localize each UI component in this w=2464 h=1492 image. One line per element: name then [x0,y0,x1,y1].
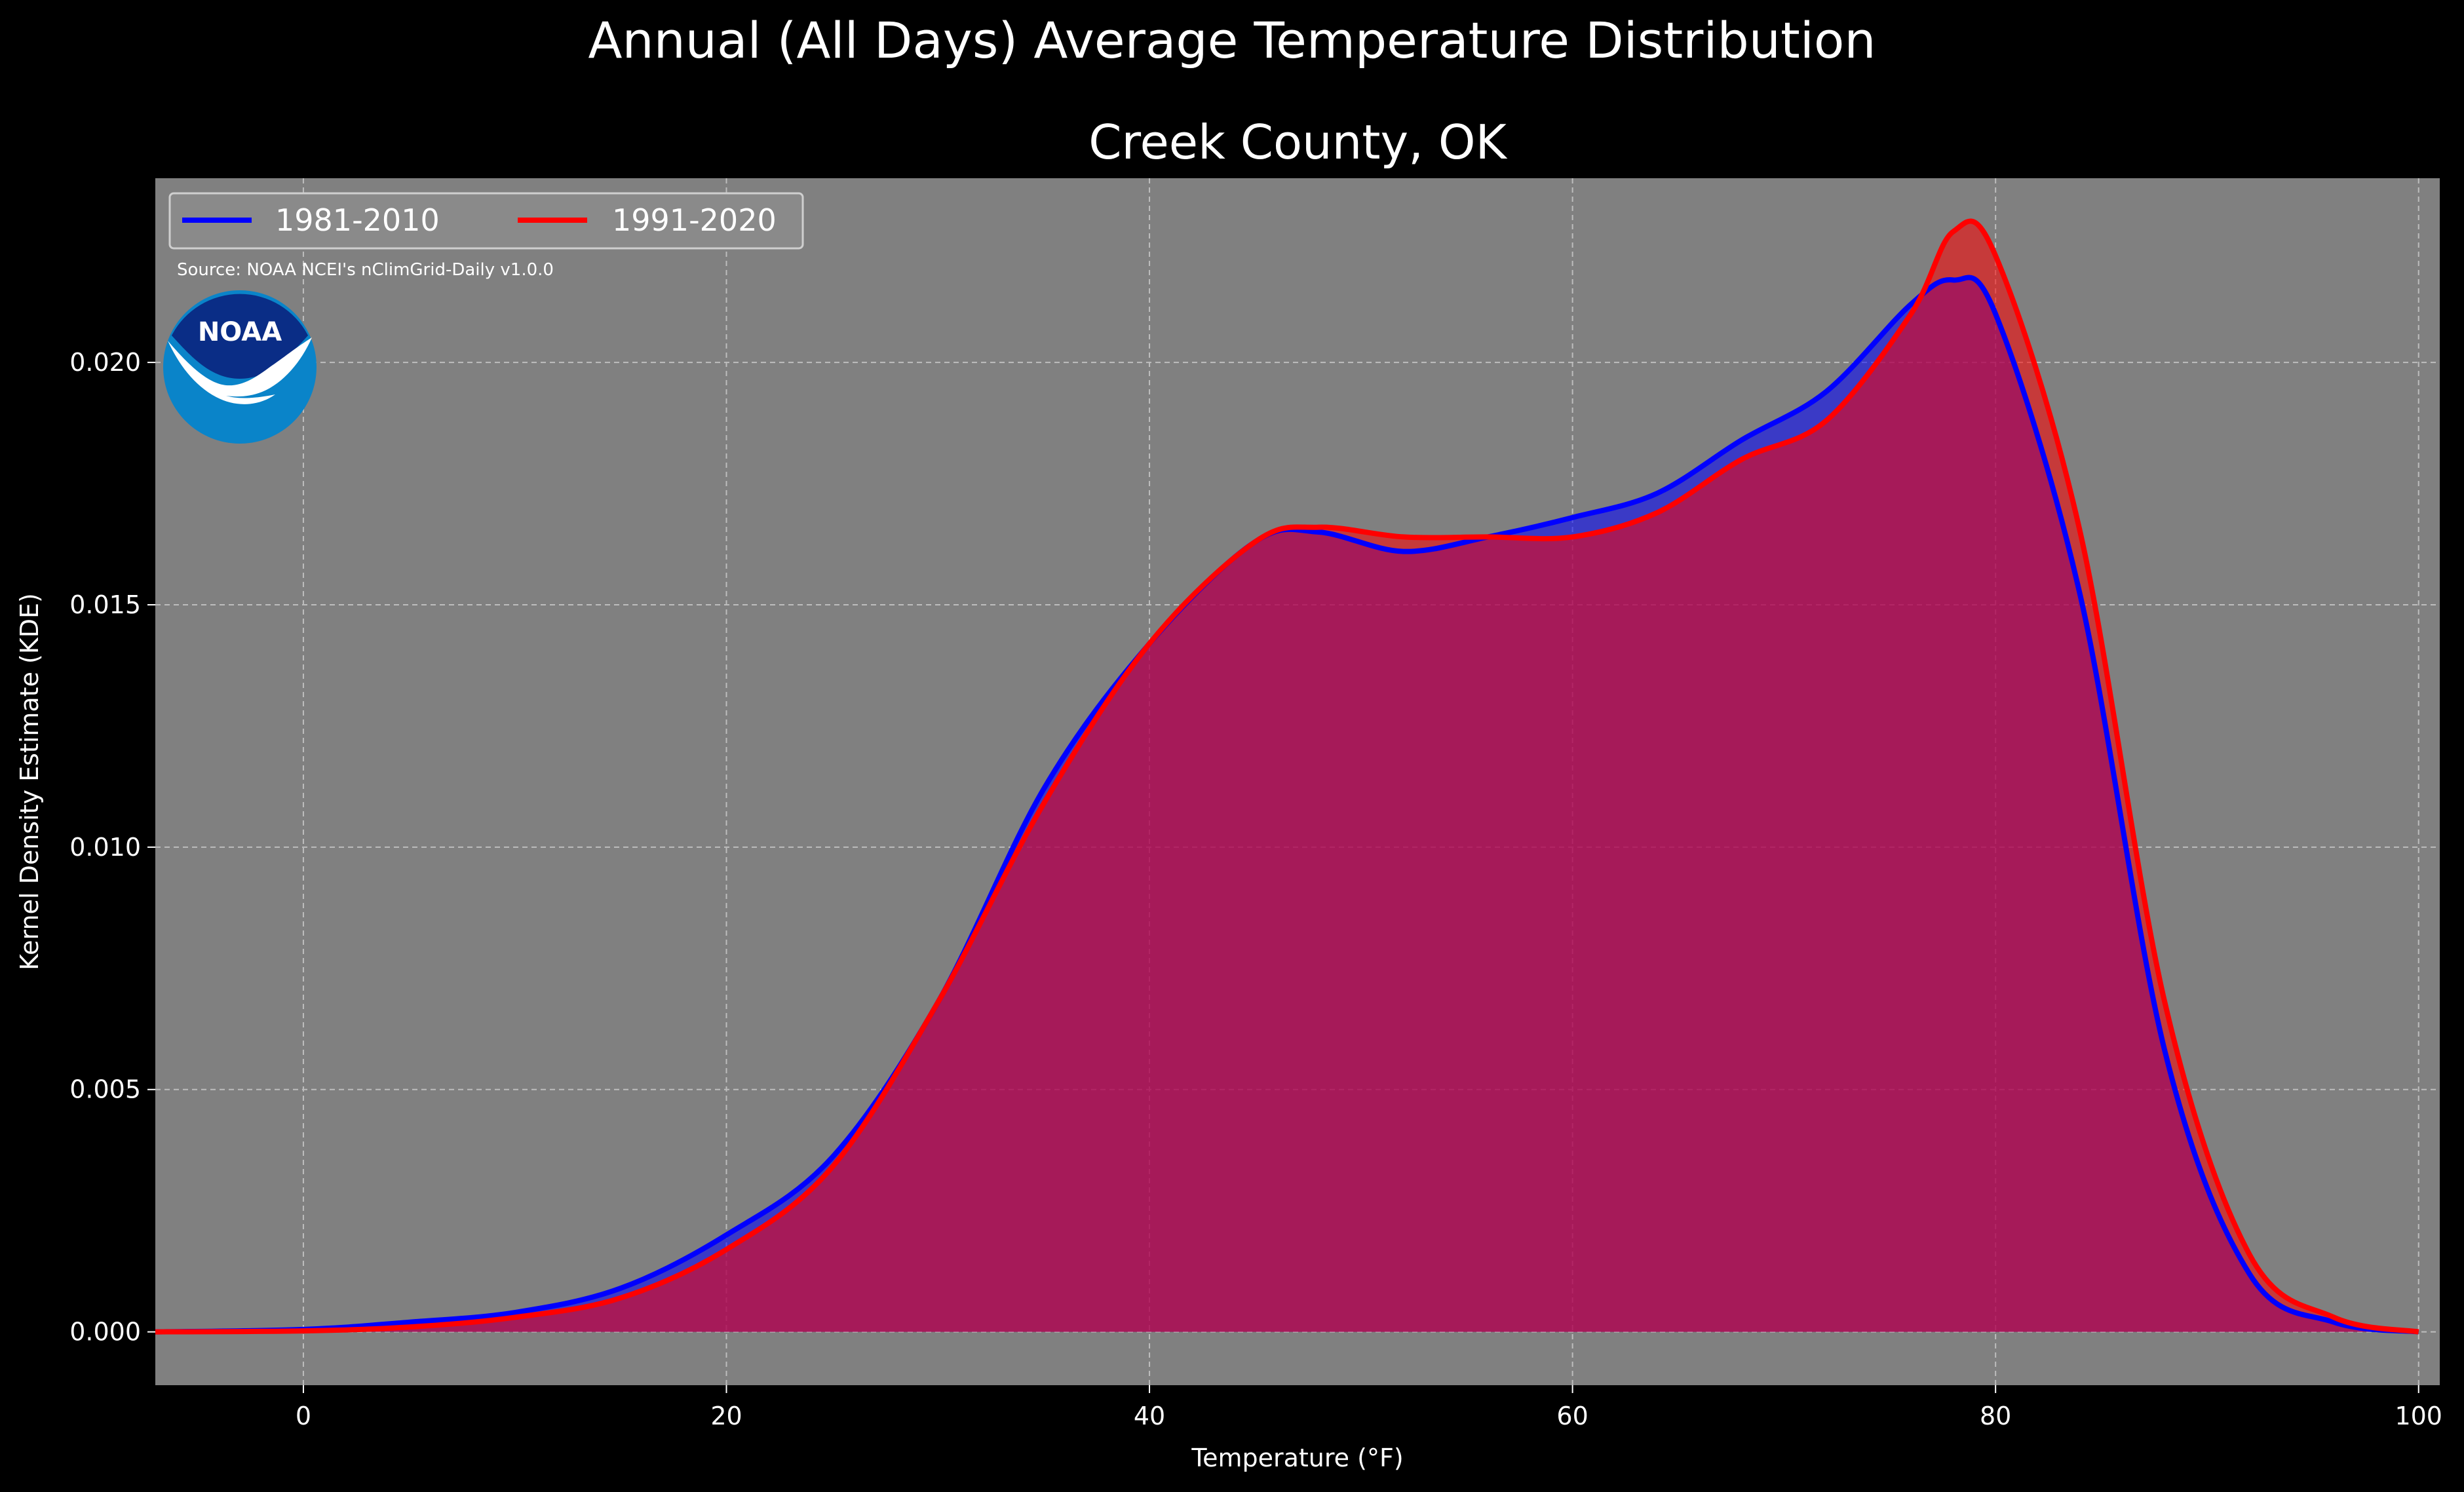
chart-subtitle: Creek County, OK [1088,115,1507,170]
legend-label-1991-2020: 1991-2020 [612,202,777,238]
x-tick-label: 100 [2395,1402,2442,1430]
noaa-logo-bird [168,337,312,404]
axis-ticks: 0 20 40 60 80 100 0.000 0.005 0.010 0.015 0.020 [69,348,2442,1430]
x-tick-label: 40 [1134,1402,1165,1430]
x-tick-label: 80 [1980,1402,2011,1430]
x-tick-label: 20 [710,1402,742,1430]
series-areas [155,221,2419,1332]
y-axis-label: Kernel Density Estimate (KDE) [15,593,44,970]
series-lines [155,218,2419,1335]
y-tick-label: 0.015 [69,590,141,619]
line-1991-2020 [155,218,2419,1335]
x-tick-label: 0 [296,1402,311,1430]
area-1991-2020 [155,221,2419,1332]
x-tick-label: 60 [1556,1402,1588,1430]
y-tick-label: 0.000 [69,1318,141,1347]
legend: 1981-2010 1991-2020 [168,192,804,250]
legend-label-1981-2010: 1981-2010 [275,202,440,238]
legend-box [168,192,804,250]
y-tick-label: 0.020 [69,348,141,377]
noaa-logo: NOAA [163,290,317,444]
x-axis-label: Temperature (°F) [1191,1444,1403,1472]
source-note: Source: NOAA NCEI's nClimGrid-Daily v1.0… [177,260,554,280]
chart-title: Annual (All Days) Average Temperature Di… [588,11,1876,69]
y-tick-label: 0.010 [69,833,141,862]
noaa-logo-text: NOAA [198,317,282,347]
line-1981-2010 [155,275,2419,1335]
y-tick-label: 0.005 [69,1075,141,1104]
noaa-logo-top [172,294,308,379]
